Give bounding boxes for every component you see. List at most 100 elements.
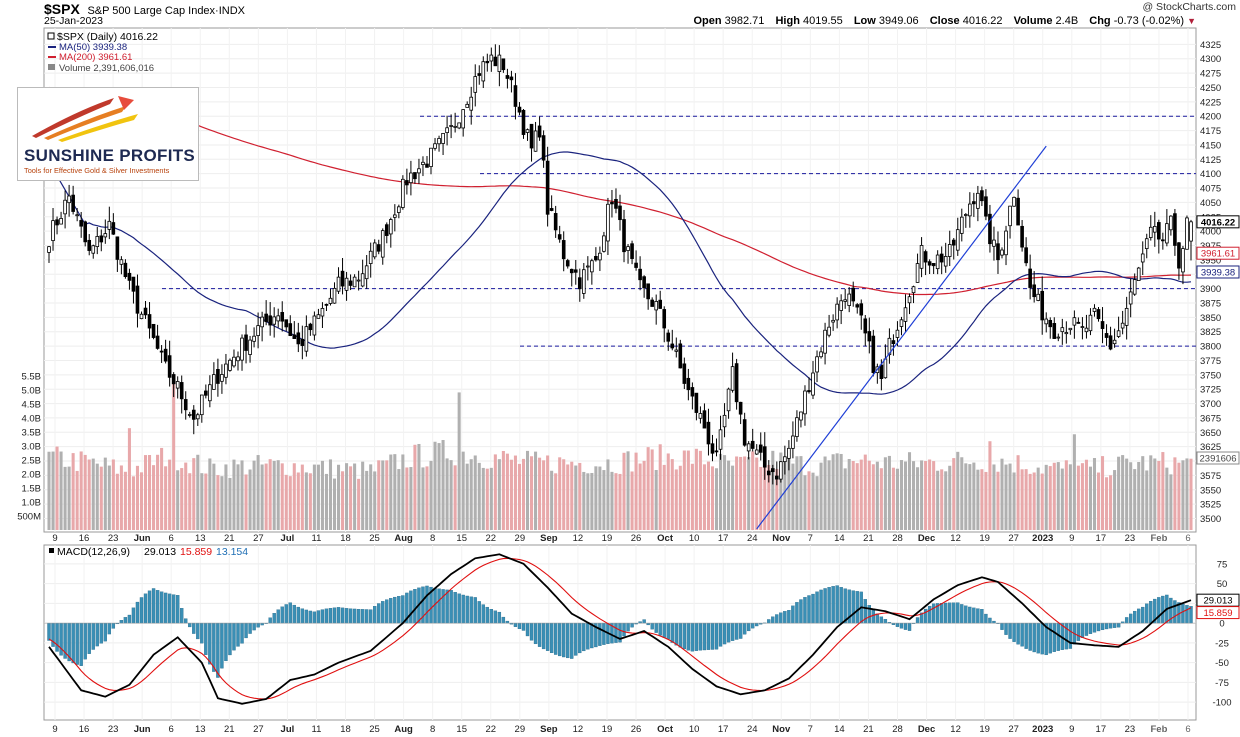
volume-bar <box>280 463 284 530</box>
macd-histogram-bar <box>710 622 715 650</box>
macd-histogram-bar <box>746 622 751 632</box>
macd-x-tick-label: 23 <box>1125 724 1136 735</box>
candle-up <box>992 239 996 247</box>
candle-up <box>316 314 321 319</box>
macd-histogram-bar <box>755 622 759 627</box>
candle-up <box>787 447 791 459</box>
volume-bar <box>336 464 341 530</box>
macd-histogram-bar <box>381 601 385 624</box>
volume-bar <box>284 474 288 530</box>
macd-histogram-bar <box>895 622 900 627</box>
volume-bar <box>1157 460 1161 530</box>
macd-histogram-bar <box>79 622 83 666</box>
volume-bar <box>759 466 763 530</box>
volume-bar <box>895 468 899 530</box>
macd-x-tick-label: 17 <box>1096 724 1107 735</box>
candle-down <box>529 123 534 149</box>
volume-bar <box>228 477 232 530</box>
candle-down <box>284 319 289 328</box>
macd-histogram-bar <box>525 622 530 637</box>
candle-down <box>1161 239 1165 242</box>
macd-histogram-bar <box>871 609 876 624</box>
macd-histogram-bar <box>91 622 95 650</box>
macd-x-tick-label: 12 <box>573 724 584 735</box>
macd-histogram-bar <box>944 602 948 624</box>
volume-bar <box>811 472 815 530</box>
candle-up <box>328 297 333 304</box>
candle-up <box>795 417 799 437</box>
volume-bar <box>638 463 642 530</box>
volume-bar <box>1080 463 1084 530</box>
ma50-tag: 3939.38 <box>1201 267 1235 278</box>
volume-bar <box>405 467 409 530</box>
volume-bar <box>497 459 501 530</box>
volume-bar <box>530 456 534 530</box>
volume-bar <box>1088 466 1092 530</box>
candle-down <box>147 314 152 329</box>
candle-down <box>702 410 707 429</box>
macd-legend: MACD(12,26,9) 29.013 15.859 13.154 <box>49 546 248 558</box>
x-tick-label: 10 <box>689 533 700 544</box>
open-value: 3982.71 <box>724 15 765 27</box>
volume-tick-label: 5.5B <box>21 372 41 383</box>
candle-down <box>863 318 868 334</box>
volume-bar <box>799 456 803 530</box>
price-tick-label: 4075 <box>1200 184 1221 195</box>
macd-histogram-bar <box>1116 622 1121 628</box>
candle-down <box>610 201 614 205</box>
candle-up <box>590 260 594 273</box>
volume-bar <box>1137 461 1141 530</box>
volume-bar <box>1020 469 1024 530</box>
volume-bar <box>718 453 723 530</box>
candle-up <box>754 449 759 455</box>
volume-bar <box>996 471 1000 530</box>
candle-up <box>935 254 940 270</box>
macd-histogram-bar <box>694 622 699 651</box>
volume-bar <box>574 465 578 530</box>
x-tick-label: 7 <box>808 533 813 544</box>
candle-up <box>1080 326 1085 328</box>
rising-trendline <box>756 145 1047 530</box>
volume-bar <box>1105 477 1109 530</box>
candle-down <box>292 334 297 339</box>
macd-histogram-bar <box>208 622 212 665</box>
macd-histogram-bar <box>119 620 124 624</box>
macd-histogram-bar <box>75 622 79 665</box>
volume-bar <box>103 457 107 530</box>
volume-bar <box>964 463 968 530</box>
volume-bar <box>690 463 694 530</box>
candle-down <box>135 285 140 314</box>
macd-histogram-bar <box>1181 603 1185 624</box>
candle-down <box>980 190 984 202</box>
macd-histogram-bar <box>815 591 819 624</box>
candle-up <box>220 374 224 382</box>
price-tick-label: 4225 <box>1200 97 1221 108</box>
volume-bar <box>87 459 91 530</box>
signal-value: 15.859 <box>180 546 212 558</box>
macd-histogram-bar <box>682 622 687 650</box>
x-tick-label: 25 <box>369 533 380 544</box>
macd-histogram-bar <box>513 622 518 627</box>
ma200-tag-box <box>1196 246 1240 260</box>
volume-tick-label: 2.5B <box>21 456 41 467</box>
candle-up <box>1185 217 1189 250</box>
macd-histogram-bar <box>103 622 107 642</box>
x-tick-label: 21 <box>863 533 874 544</box>
candle-down <box>111 222 116 235</box>
macd-histogram-bar <box>903 622 908 630</box>
volume-bar <box>316 464 320 530</box>
macd-histogram-bar <box>1024 622 1028 649</box>
low-value: 3949.06 <box>878 15 919 27</box>
candle-up <box>959 216 964 234</box>
candle-down <box>151 323 156 338</box>
x-tick-label: 26 <box>631 533 642 544</box>
macd-x-tick-label: Feb <box>1151 724 1168 735</box>
candle-down <box>614 198 618 209</box>
candle-up <box>175 381 180 389</box>
macd-histogram-bar <box>1112 622 1117 628</box>
candle-up <box>304 326 309 352</box>
volume-bar <box>212 463 216 530</box>
volume-bar <box>698 450 702 530</box>
macd-histogram-bar <box>787 610 791 624</box>
candle-up <box>409 172 413 184</box>
